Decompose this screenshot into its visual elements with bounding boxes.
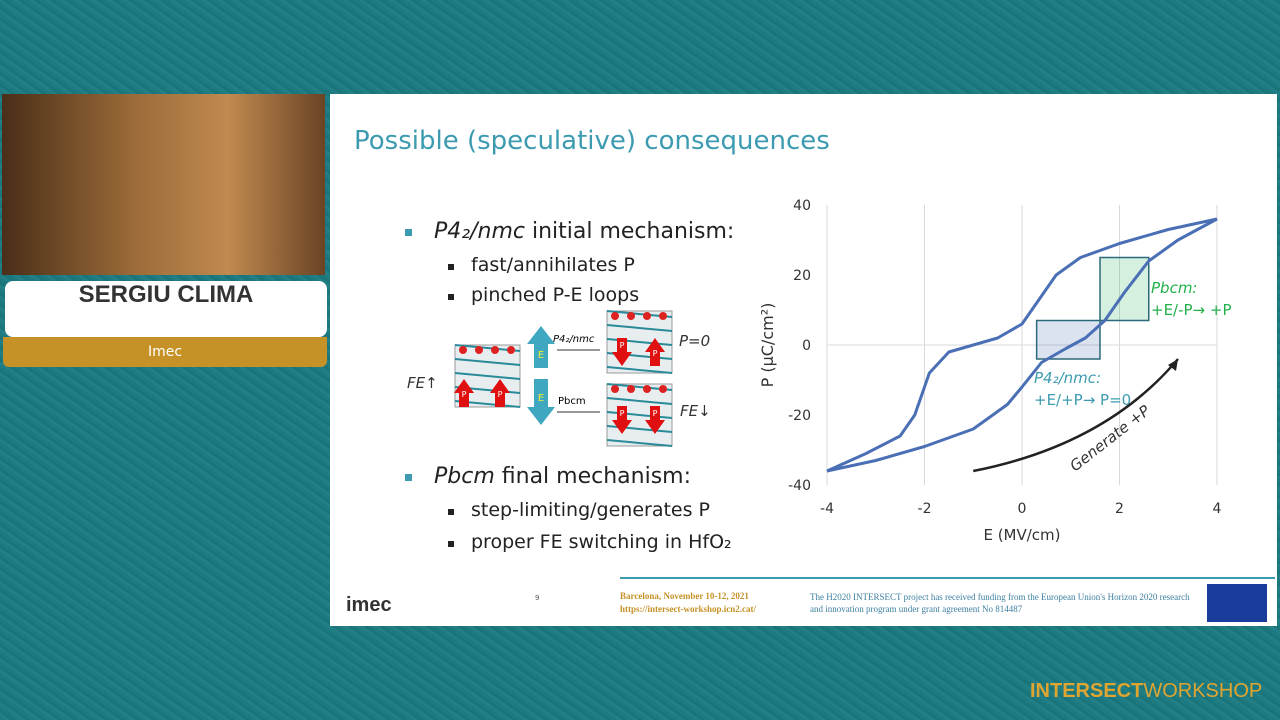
bond <box>606 397 673 405</box>
p-label: P <box>620 341 625 350</box>
p-arrow <box>645 406 665 434</box>
arrow-label: Generate +P <box>1066 401 1154 475</box>
atom <box>459 346 467 354</box>
x-tick-label: 0 <box>1018 501 1027 517</box>
p-label: P <box>498 390 503 399</box>
bullet-term: P4₂/nmc <box>434 219 525 244</box>
eu-flag <box>1207 584 1267 622</box>
x-tick-label: 2 <box>1115 501 1124 517</box>
atom <box>507 346 515 354</box>
p-arrow <box>645 338 665 366</box>
slide-title: Possible (speculative) consequences <box>354 126 830 156</box>
p-arrow <box>612 406 632 434</box>
x-axis-label: E (MV/cm) <box>983 526 1060 544</box>
footer-rule <box>620 577 1275 579</box>
y-tick-label: 0 <box>802 338 811 354</box>
p-arrow <box>490 379 510 407</box>
p-label: P <box>653 349 658 358</box>
loop-branch <box>826 217 1218 473</box>
y-tick-label: -20 <box>788 408 811 424</box>
atom <box>611 385 619 393</box>
bond <box>606 324 673 332</box>
p-label: P <box>653 409 658 418</box>
region <box>1099 256 1150 322</box>
diagram-label: FE↓ <box>680 402 711 420</box>
bond <box>606 439 673 447</box>
imec-logo: imec <box>346 594 392 616</box>
atom <box>611 312 619 320</box>
generate-arrow <box>973 358 1179 473</box>
annotation: Pbcm: <box>1151 279 1197 297</box>
bullet: Pbcm final mechanism: <box>434 464 691 489</box>
sub-bullet: step-limiting/generates P <box>471 499 711 521</box>
y-tick-label: -40 <box>788 478 811 494</box>
region <box>1035 319 1101 360</box>
sub-marker <box>448 541 454 547</box>
diagram-label: FE↑ <box>407 374 438 392</box>
atom <box>659 312 667 320</box>
bullet-term: Pbcm <box>434 464 495 489</box>
p-label: P <box>462 390 467 399</box>
bullet-marker <box>405 229 412 236</box>
y-tick-label: 40 <box>793 198 811 214</box>
event-url: https://intersect-workshop.icn2.cat/ <box>620 604 756 614</box>
y-tick-label: 20 <box>793 268 811 284</box>
path-label: Pbcm <box>558 396 586 407</box>
path-label: P4₂/nmc <box>553 334 595 345</box>
atom <box>643 312 651 320</box>
bond <box>454 372 521 380</box>
field-label: E <box>538 350 544 361</box>
speaker-name: SERGIU CLIMA <box>5 281 327 337</box>
p-label: P <box>620 409 625 418</box>
sub-marker <box>448 294 454 300</box>
loop-branch <box>826 217 1218 473</box>
x-tick-label: -4 <box>820 501 834 517</box>
bullet-marker <box>405 474 412 481</box>
atom <box>627 385 635 393</box>
bond <box>454 358 521 366</box>
sub-bullet: proper FE switching in HfO₂ <box>471 531 732 553</box>
atom <box>491 346 499 354</box>
atom <box>659 385 667 393</box>
atom <box>643 385 651 393</box>
brand-2: WORKSHOP <box>1143 680 1263 702</box>
sub-marker <box>448 264 454 270</box>
event: Barcelona, November 10-12, 2021 <box>620 591 749 601</box>
speaker-video <box>2 94 325 275</box>
bond <box>606 366 673 374</box>
atom <box>475 346 483 354</box>
x-tick-label: -2 <box>918 501 932 517</box>
annotation: +E/+P→ P=0 <box>1034 391 1131 409</box>
branding: INTERSECTWORKSHOP <box>1030 680 1262 703</box>
field-arrow <box>527 379 555 425</box>
brand-1: INTERSECT <box>1030 680 1144 702</box>
sub-bullet: fast/annihilates P <box>471 254 635 276</box>
arrow-head <box>1168 359 1178 371</box>
annotation: +E/-P→ +P <box>1151 301 1232 319</box>
diagram-label: P=0 <box>679 332 710 350</box>
p-arrow <box>454 379 474 407</box>
bullet: P4₂/nmc initial mechanism: <box>434 219 734 244</box>
speaker-affiliation: Imec <box>3 337 327 367</box>
y-axis-label: P (μC/cm²) <box>758 303 777 388</box>
field-label: E <box>538 393 544 404</box>
annotation: P4₂/nmc: <box>1034 369 1101 387</box>
p-arrow <box>612 338 632 366</box>
bullet-text: initial mechanism: <box>531 219 735 244</box>
x-tick-label: 4 <box>1213 501 1222 517</box>
funding: The H2020 INTERSECT project has received… <box>810 592 1190 614</box>
sub-bullet: pinched P-E loops <box>471 284 640 306</box>
atom <box>627 312 635 320</box>
field-arrow <box>527 326 555 368</box>
bullet-text: final mechanism: <box>501 464 691 489</box>
sub-marker <box>448 509 454 515</box>
page-number: 9 <box>535 594 540 602</box>
